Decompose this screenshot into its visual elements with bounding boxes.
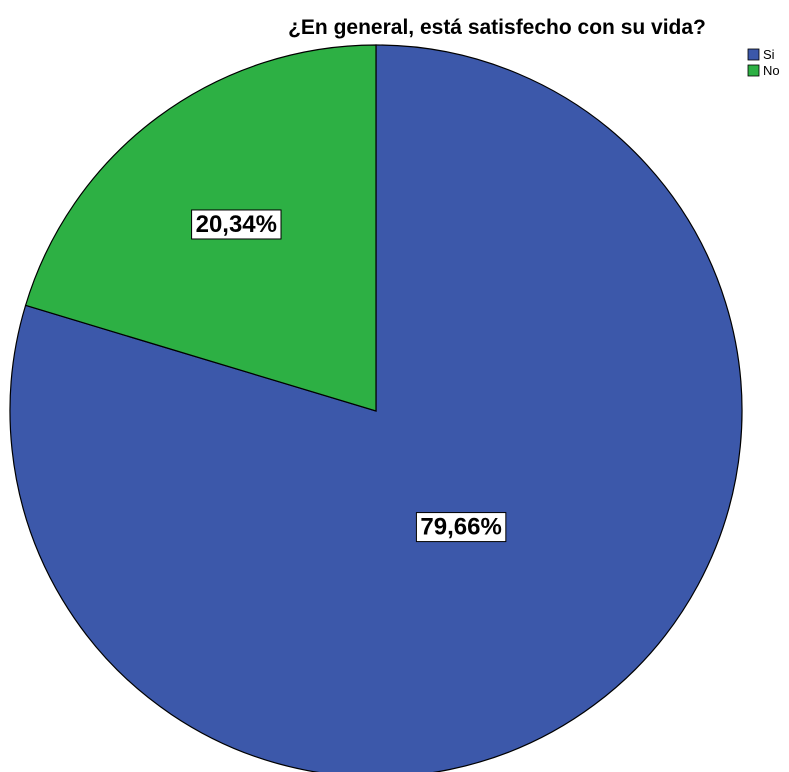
data-label-text-si: 79,66%	[420, 514, 501, 541]
legend: Si No	[747, 47, 780, 78]
data-label-text-no: 20,34%	[196, 211, 277, 238]
data-label-box-si	[415, 512, 507, 543]
legend-item-si: Si	[747, 47, 775, 62]
data-label-box-no	[191, 209, 282, 240]
legend-swatch-si	[747, 48, 760, 61]
chart-title: ¿En general, está satisfecho con su vida…	[288, 16, 706, 39]
legend-label-no: No	[763, 63, 780, 78]
pie-slices	[9, 44, 743, 772]
legend-swatch-no	[747, 64, 760, 77]
data-labels: 79,66% 20,34%	[191, 209, 507, 543]
legend-label-si: Si	[763, 47, 775, 62]
legend-item-no: No	[747, 63, 780, 78]
data-label-si: 79,66%	[415, 512, 507, 543]
data-label-no: 20,34%	[191, 209, 282, 240]
